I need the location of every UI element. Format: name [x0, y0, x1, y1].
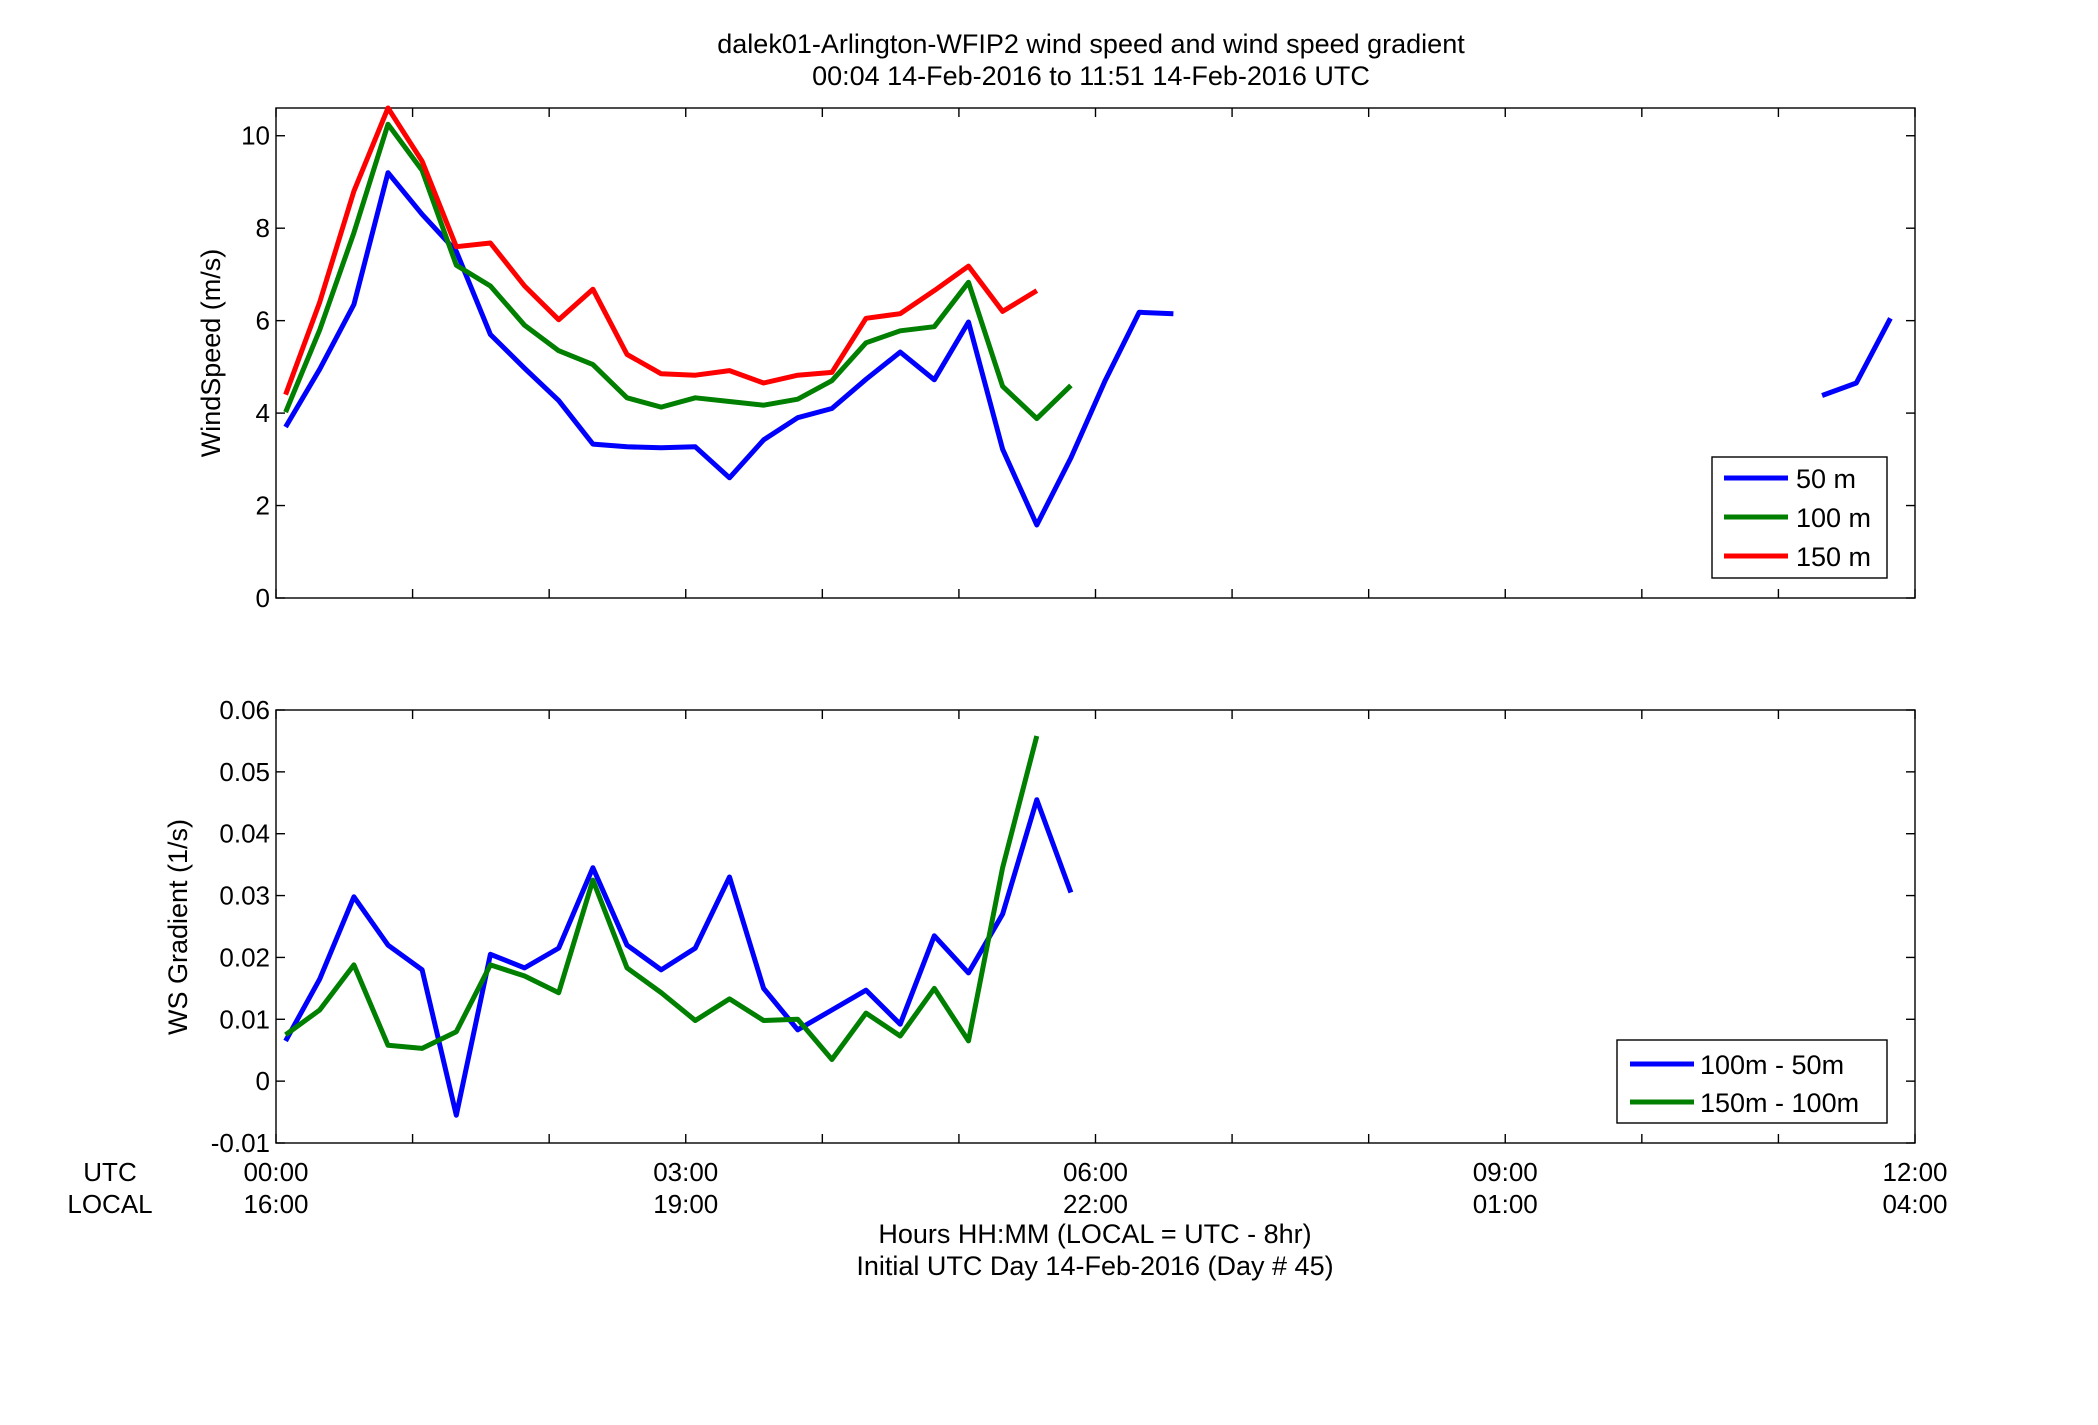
wind-speed-ticks: 0 2 4 6 8 10 [241, 108, 1916, 613]
xlabel-line1: Hours HH:MM (LOCAL = UTC - 8hr) [878, 1219, 1311, 1249]
x-tick-label-utc: 06:00 [1063, 1157, 1128, 1187]
legend-label-50m: 50 m [1796, 464, 1856, 494]
gradient-legend-box [1616, 1039, 1888, 1124]
legend-label-100m: 100 m [1796, 503, 1871, 533]
wind-speed-ytick-label: 6 [256, 306, 270, 336]
gradient-ytick-label: 0.01 [219, 1004, 270, 1034]
x-tick-label-utc: 00:00 [243, 1157, 308, 1187]
x-tick-label-local: 22:00 [1063, 1189, 1128, 1219]
legend-label-150m-100m: 150m - 100m [1700, 1088, 1859, 1118]
wind-speed-ytick-label: 10 [241, 121, 270, 151]
wind-speed-ytick-label: 2 [256, 491, 270, 521]
x-tick-label-utc: 12:00 [1882, 1157, 1947, 1187]
x-tick-label-utc: 09:00 [1473, 1157, 1538, 1187]
gradient-ytick-label: -0.01 [211, 1128, 270, 1158]
wind-speed-series-150-m-segment-0 [283, 105, 1039, 396]
wind-speed-series [283, 105, 1893, 528]
xlabel-line2: Initial UTC Day 14-Feb-2016 (Day # 45) [856, 1251, 1333, 1281]
x-tick-label-local: 16:00 [243, 1189, 308, 1219]
gradient-ytick-label: 0.04 [219, 819, 270, 849]
gradient-ylabel: WS Gradient (1/s) [163, 819, 193, 1035]
gradient-panel: -0.01 0 0.01 0.02 0.03 0.04 0.05 0.06 WS Gradie… [163, 695, 1916, 1158]
wind-speed-ytick-label: 4 [256, 398, 270, 428]
wind-speed-ytick-label: 0 [256, 583, 270, 613]
wind-speed-series-50-m-segment-0 [283, 170, 1174, 528]
gradient-ytick-label: 0.03 [219, 881, 270, 911]
wind-speed-series-100-m-segment-0 [283, 121, 1073, 422]
gradient-ytick-label: 0.05 [219, 757, 270, 787]
wind-speed-ylabel: WindSpeed (m/s) [196, 249, 226, 458]
x-tick-label-local: 04:00 [1882, 1189, 1947, 1219]
chart-title-line2: 00:04 14-Feb-2016 to 11:51 14-Feb-2016 U… [812, 61, 1370, 91]
legend-label-100m-50m: 100m - 50m [1700, 1050, 1844, 1080]
x-tick-label-utc: 03:00 [653, 1157, 718, 1187]
x-tick-label-local: 19:00 [653, 1189, 718, 1219]
wind-speed-series-50-m-segment-1 [1821, 317, 1893, 398]
wind-speed-axes-frame [275, 107, 1916, 599]
wind-speed-legend: 50 m 100 m 150 m [1711, 456, 1888, 579]
gradient-series-100m-50m-segment-0 [283, 797, 1074, 1118]
legend-label-150m: 150 m [1796, 542, 1871, 572]
gradient-series-150m-100m-segment-0 [284, 735, 1040, 1062]
x-tick-label-local: 01:00 [1473, 1189, 1538, 1219]
gradient-ytick-label: 0.02 [219, 942, 270, 972]
row-label-utc: UTC [83, 1157, 136, 1187]
row-label-local: LOCAL [67, 1189, 152, 1219]
chart-title-line1: dalek01-Arlington-WFIP2 wind speed and w… [717, 29, 1465, 59]
gradient-series [283, 735, 1074, 1118]
gradient-legend: 100m - 50m 150m - 100m [1616, 1039, 1888, 1124]
gradient-ticks: -0.01 0 0.01 0.02 0.03 0.04 0.05 0.06 [211, 695, 1916, 1158]
gradient-ytick-label: 0 [256, 1066, 270, 1096]
wind-speed-ytick-label: 8 [256, 213, 270, 243]
gradient-ytick-label: 0.06 [219, 695, 270, 725]
wind-speed-panel: 0 2 4 6 8 10 WindSpeed (m/s) 50 m 100 m 150 m [196, 105, 1916, 613]
